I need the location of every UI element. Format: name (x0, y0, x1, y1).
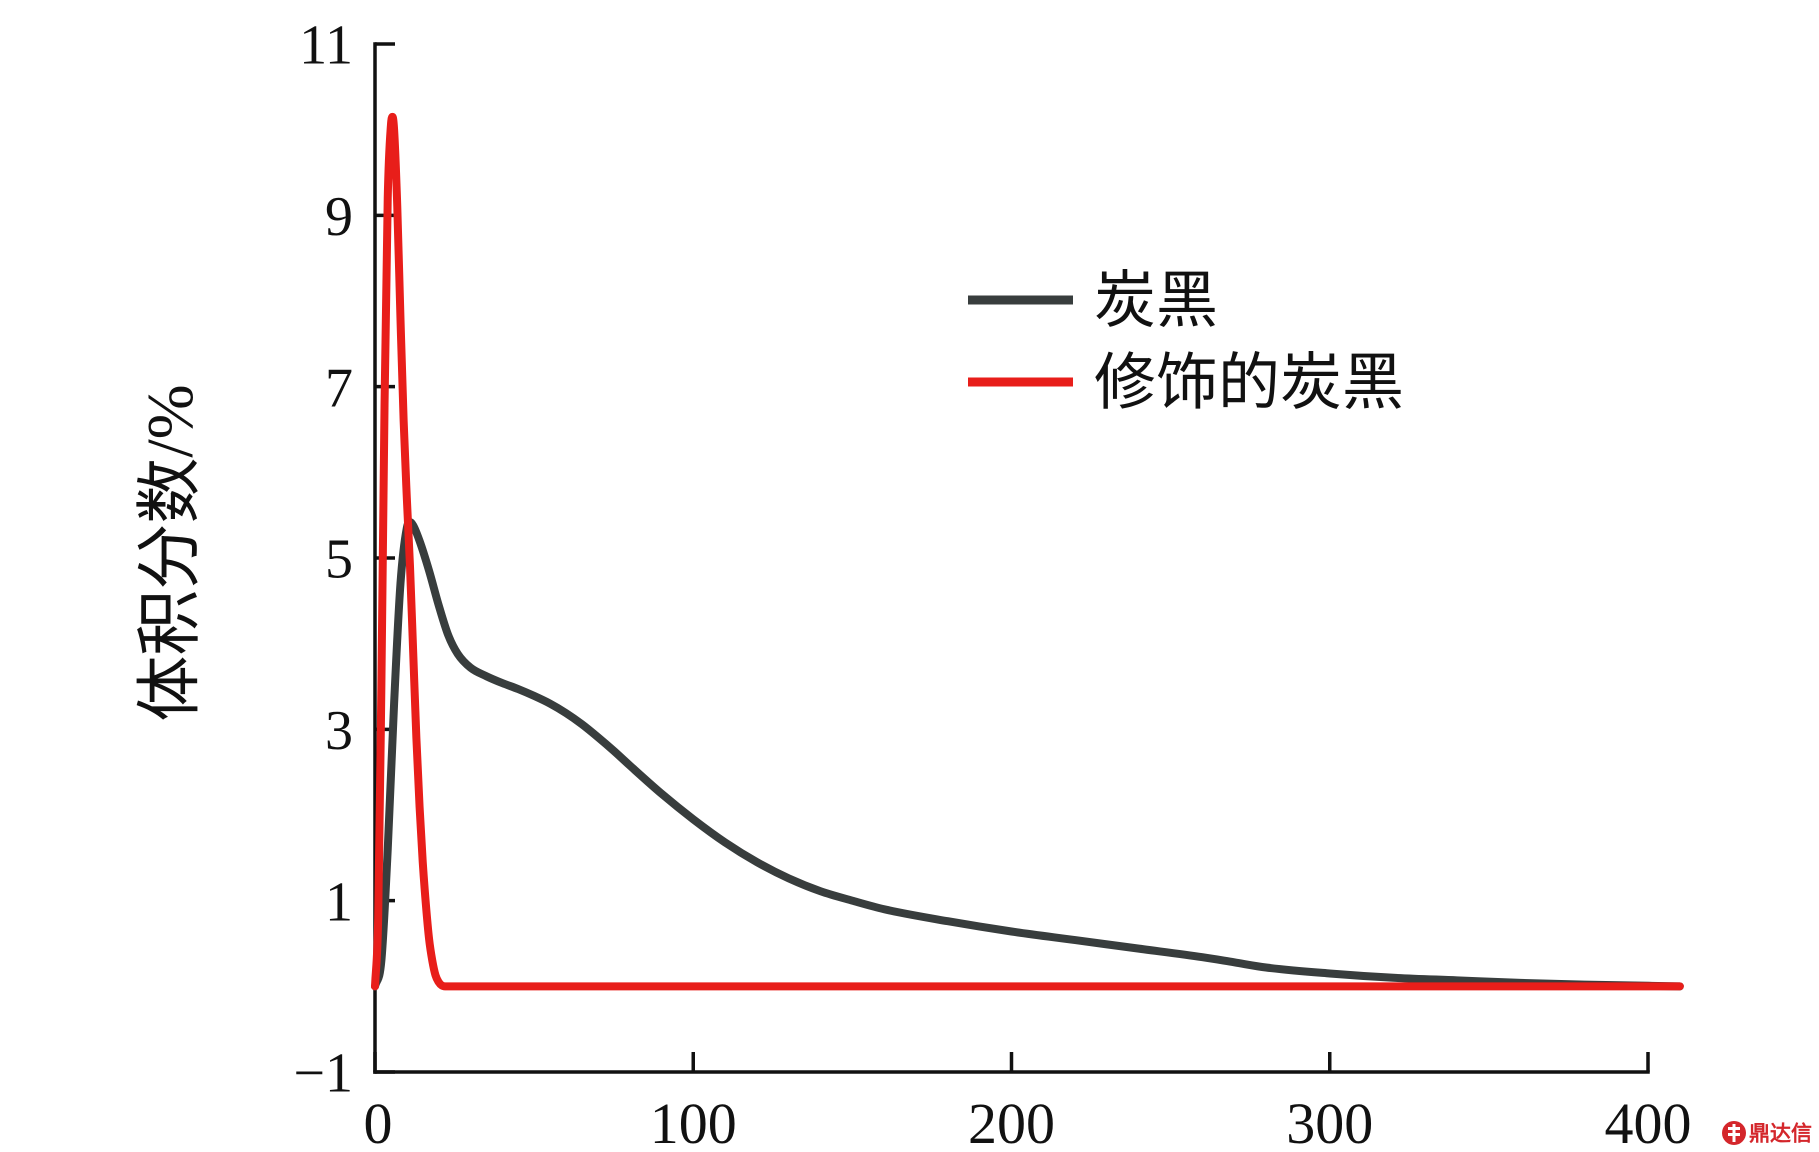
y-tick-label: 7 (325, 357, 353, 419)
x-tick-label: 200 (968, 1091, 1055, 1152)
legend-item-modified-carbon-black: 修饰的炭黑 (968, 350, 1404, 418)
watermark-text: 鼎达信 (1749, 1122, 1812, 1146)
legend-label-carbon-black: 炭黑 (1094, 268, 1218, 336)
x-tick-label: 400 (1605, 1091, 1692, 1152)
y-tick-label: 3 (325, 700, 353, 762)
y-tick-label: −1 (293, 1043, 353, 1105)
y-tick-label: 5 (325, 529, 353, 591)
x-tick-label: 300 (1286, 1091, 1373, 1152)
watermark: 鼎达信 (1722, 1121, 1812, 1146)
x-ticks: 0 100 200 300 400 (364, 1052, 1692, 1152)
y-tick-label: 11 (299, 15, 353, 77)
y-tick-label: 1 (325, 871, 353, 933)
watermark-logo-icon (1722, 1121, 1746, 1145)
y-ticks: −1 1 3 5 7 9 11 (293, 15, 395, 1105)
legend: 炭黑 修饰的炭黑 (968, 268, 1404, 418)
y-axis-label: 体积分数/% (134, 384, 207, 721)
x-tick-label: 0 (364, 1091, 393, 1152)
series-lines (371, 112, 1684, 991)
legend-item-carbon-black: 炭黑 (968, 268, 1218, 336)
y-tick-label: 9 (325, 186, 353, 248)
series-line-modified-carbon-black (371, 112, 1684, 991)
series-line-carbon-black (371, 518, 1684, 991)
legend-label-modified-carbon-black: 修饰的炭黑 (1094, 350, 1404, 418)
x-tick-label: 100 (650, 1091, 737, 1152)
